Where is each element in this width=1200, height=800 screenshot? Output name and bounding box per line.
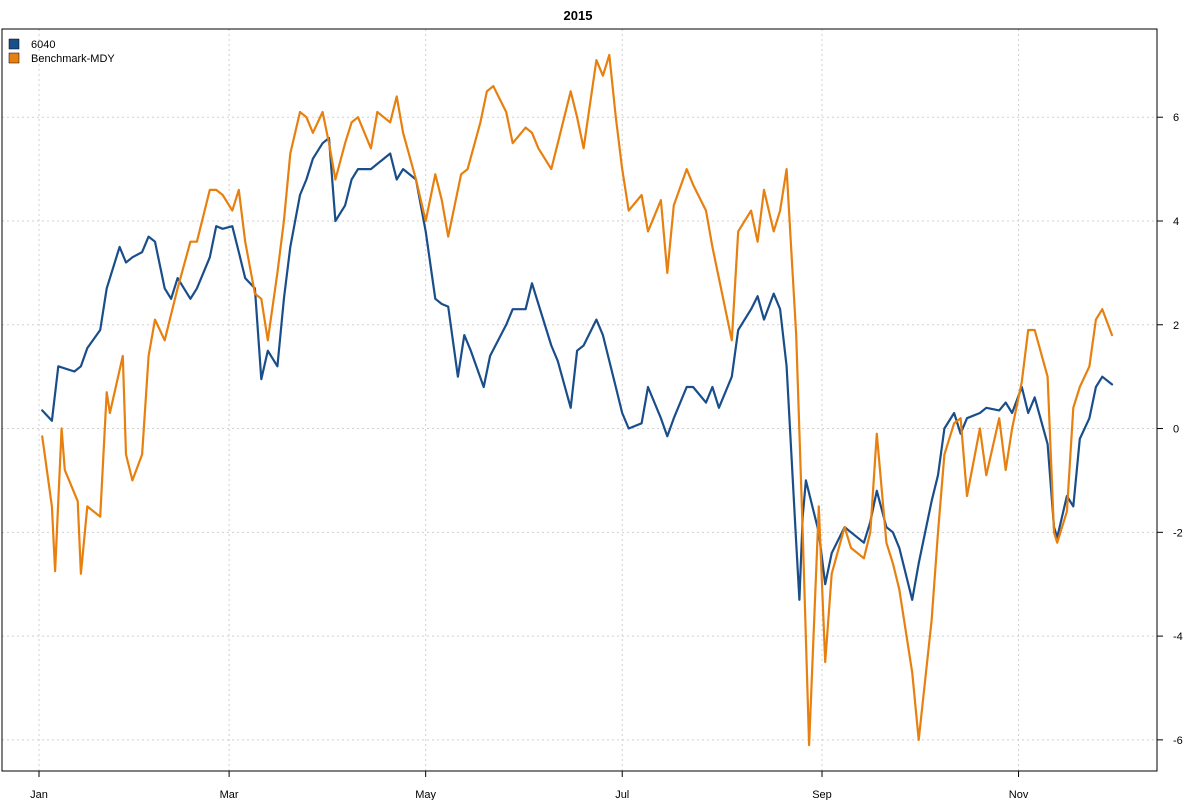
chart-title: 2015 xyxy=(564,8,593,23)
series-line-6040 xyxy=(41,136,1114,601)
legend-label: 6040 xyxy=(31,39,55,51)
y-tick-label: 6 xyxy=(1173,112,1179,124)
legend-swatch xyxy=(8,52,20,64)
x-tick-label: Jan xyxy=(30,789,48,800)
legend-swatch xyxy=(8,38,20,50)
legend: 6040 Benchmark-MDY xyxy=(8,38,115,65)
y-tick-label: -4 xyxy=(1173,631,1183,643)
x-tick-label: Nov xyxy=(1009,789,1029,800)
x-tick-label: Sep xyxy=(812,789,832,800)
x-tick-label: May xyxy=(415,789,436,800)
y-tick-label: 4 xyxy=(1173,216,1179,228)
axes: -6 -4 -2 0 2 4 6 Jan Mar May Jul Sep Nov xyxy=(30,112,1183,800)
y-tick-label: 0 xyxy=(1173,424,1179,436)
series-lines xyxy=(41,53,1114,747)
series-line-benchmark-mdy xyxy=(41,53,1114,747)
x-tick-label: Mar xyxy=(220,789,239,800)
x-tick-label: Jul xyxy=(615,789,629,800)
y-tick-label: -2 xyxy=(1173,527,1183,539)
legend-label: Benchmark-MDY xyxy=(31,53,115,65)
y-tick-label: -6 xyxy=(1173,735,1183,747)
y-tick-label: 2 xyxy=(1173,320,1179,332)
plot-frame xyxy=(1,28,1158,772)
